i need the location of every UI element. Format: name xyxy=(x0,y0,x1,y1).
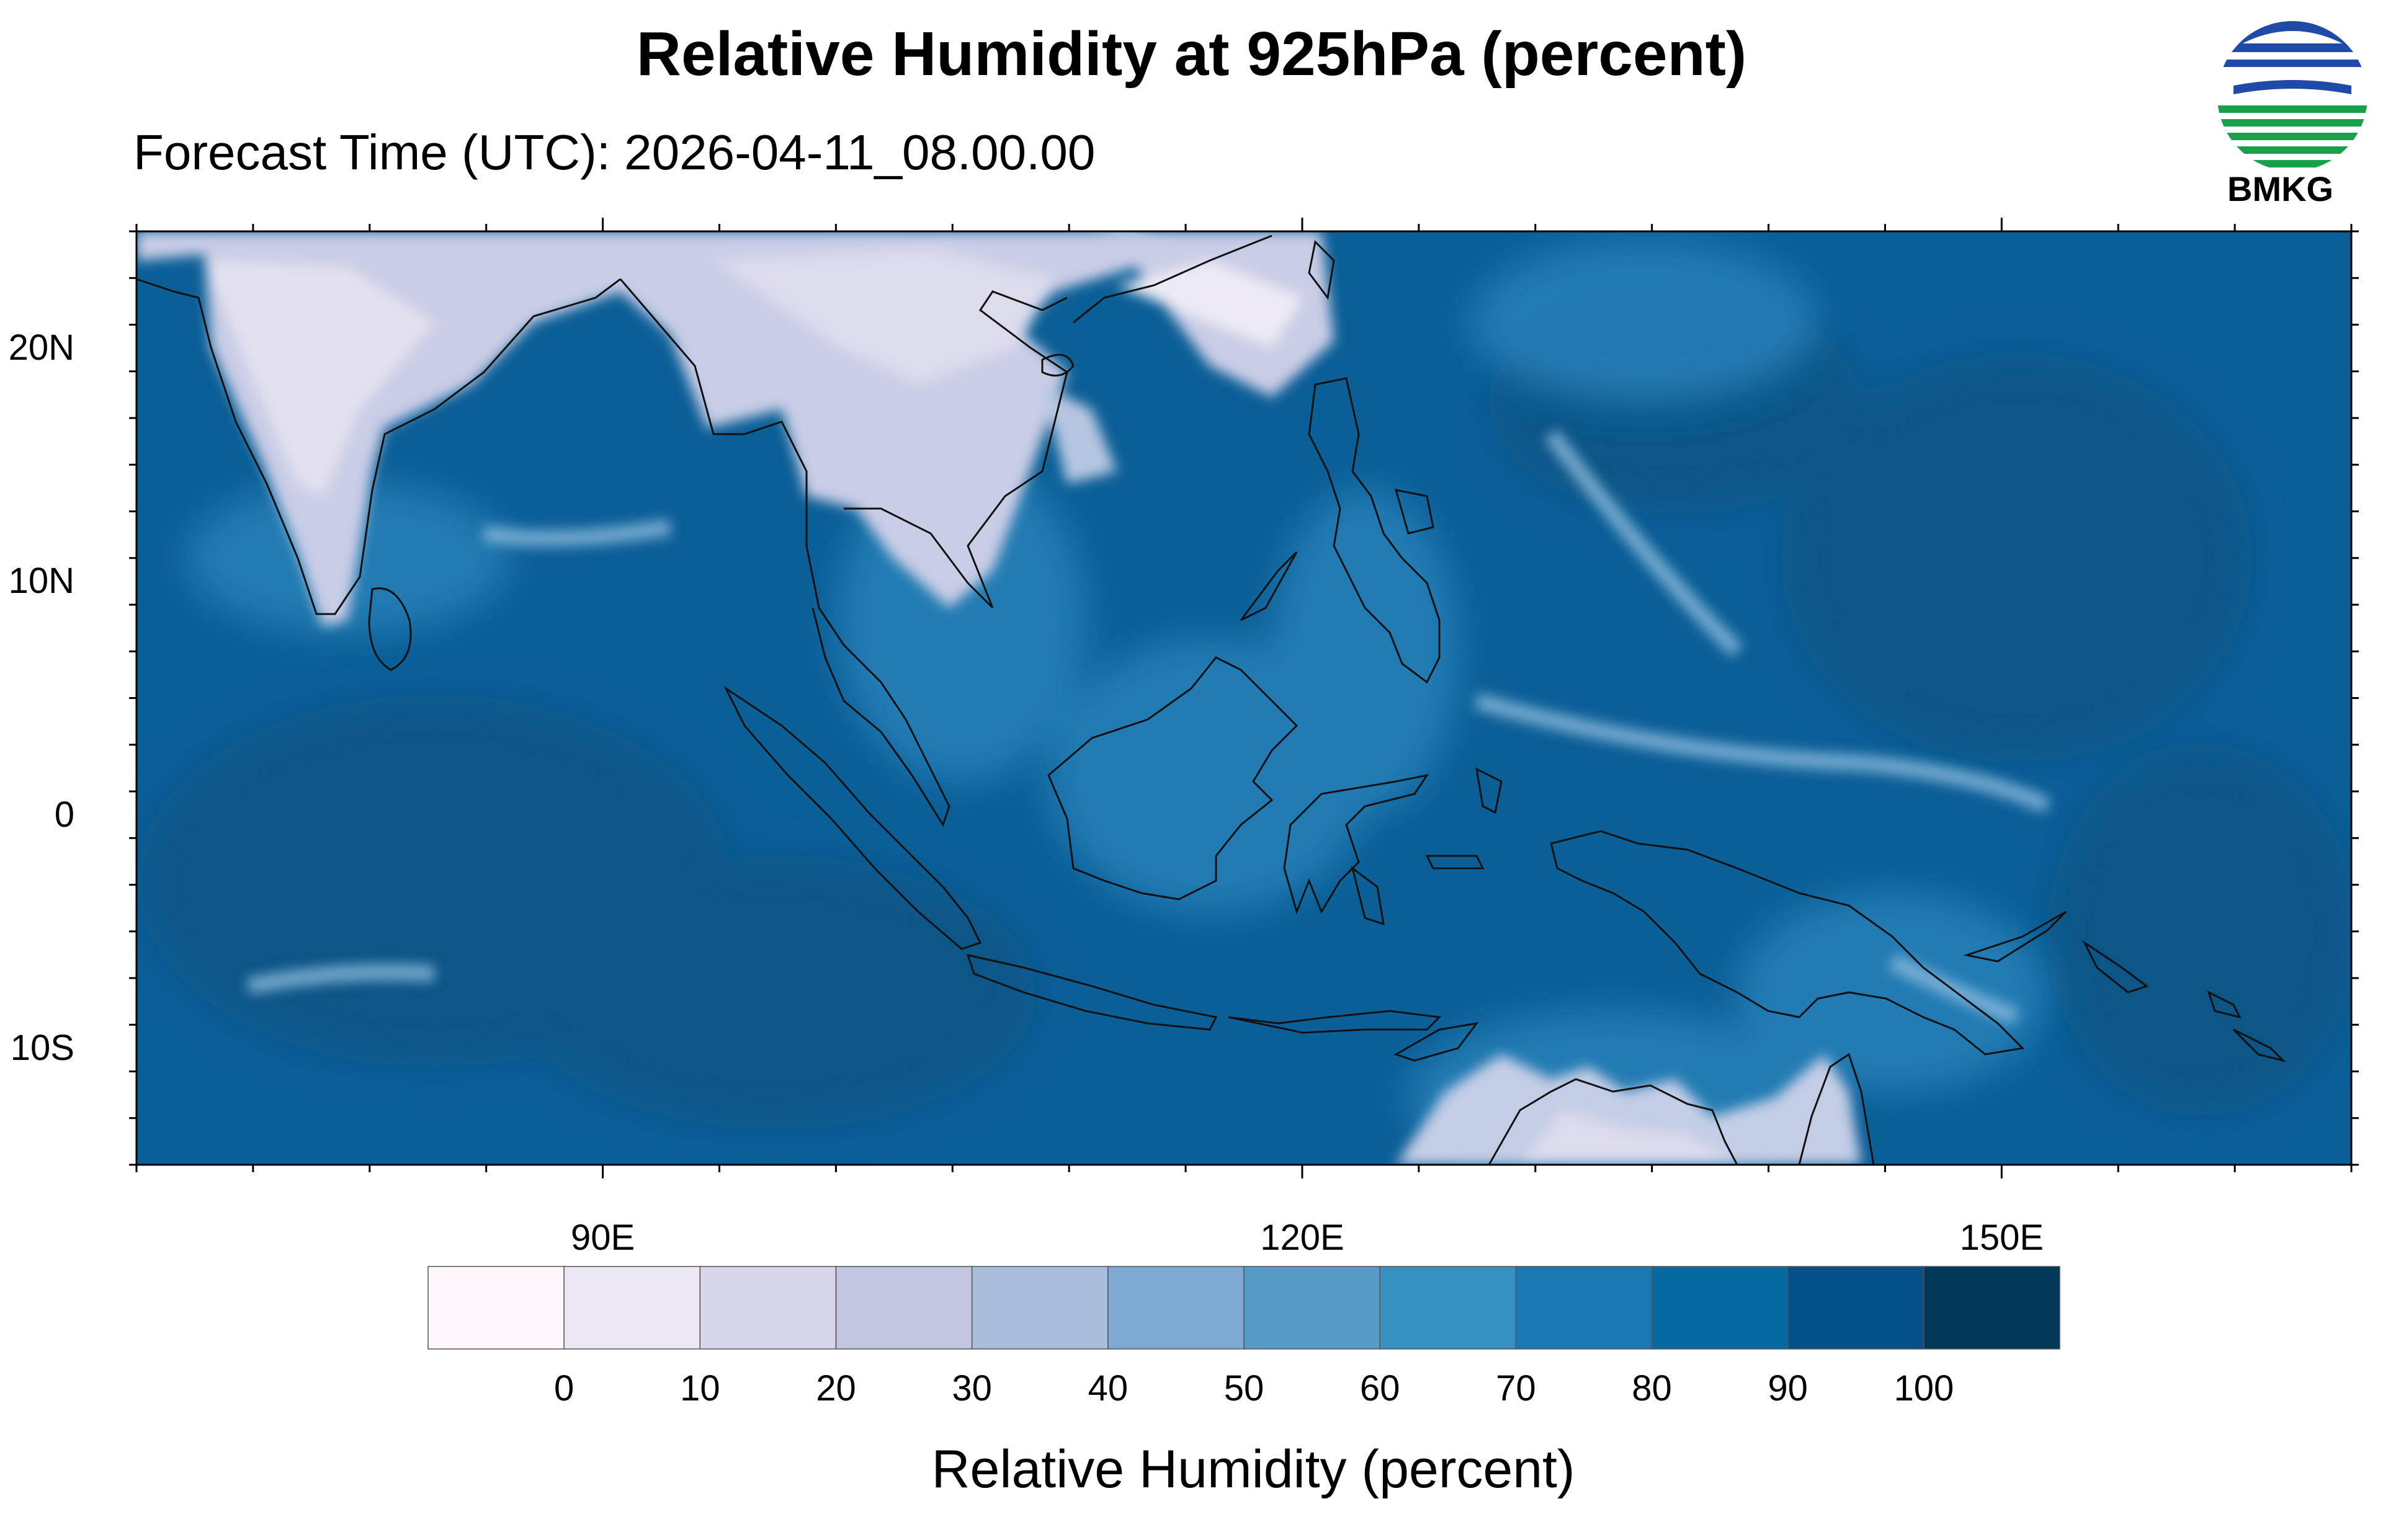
colorbar-swatch xyxy=(1379,1266,1517,1350)
coastlines xyxy=(136,234,2286,1165)
colorbar-swatch xyxy=(1923,1266,2060,1350)
colorbar-label: 30 xyxy=(952,1368,992,1409)
forecast-time: Forecast Time (UTC): 2026-04-11_08.00.00 xyxy=(133,125,1096,180)
colorbar-label: 50 xyxy=(1223,1368,1264,1409)
lon-label: 90E xyxy=(570,1217,635,1258)
colorbar-label: 80 xyxy=(1632,1368,1672,1409)
colorbar-label: 70 xyxy=(1496,1368,1536,1409)
colorbar-swatch xyxy=(1787,1266,1925,1350)
axis-ticks xyxy=(129,218,2359,1178)
colorbar-swatch xyxy=(427,1266,565,1350)
colorbar-swatch xyxy=(1515,1266,1653,1350)
colorbar-label: 60 xyxy=(1359,1368,1400,1409)
lat-label: 10S xyxy=(10,1027,74,1068)
colorbar-swatch xyxy=(835,1266,973,1350)
colorbar-swatch xyxy=(1107,1266,1245,1350)
map-field xyxy=(136,231,2351,1165)
colorbar xyxy=(427,1266,2060,1350)
colorbar-label: 10 xyxy=(680,1368,720,1409)
lat-label: 20N xyxy=(8,327,74,368)
colorbar-label: 40 xyxy=(1088,1368,1129,1409)
bmkg-logo-icon xyxy=(2216,20,2369,172)
lon-label: 120E xyxy=(1260,1217,1344,1258)
colorbar-title: Relative Humidity (percent) xyxy=(931,1440,1575,1499)
colorbar-swatch xyxy=(1243,1266,1380,1350)
lat-label: 0 xyxy=(54,794,74,835)
colorbar-label: 100 xyxy=(1893,1368,1954,1409)
chart-title: Relative Humidity at 925hPa (percent) xyxy=(636,19,1747,89)
colorbar-label: 20 xyxy=(816,1368,856,1409)
colorbar-label: 0 xyxy=(554,1368,575,1409)
lon-label: 150E xyxy=(1959,1217,2044,1258)
colorbar-swatch xyxy=(699,1266,837,1350)
colorbar-label: 90 xyxy=(1768,1368,1808,1409)
lat-label: 10N xyxy=(8,561,74,602)
logo-text: BMKG xyxy=(2227,169,2334,208)
colorbar-swatch xyxy=(1651,1266,1789,1350)
colorbar-swatch xyxy=(971,1266,1109,1350)
colorbar-swatch xyxy=(563,1266,701,1350)
